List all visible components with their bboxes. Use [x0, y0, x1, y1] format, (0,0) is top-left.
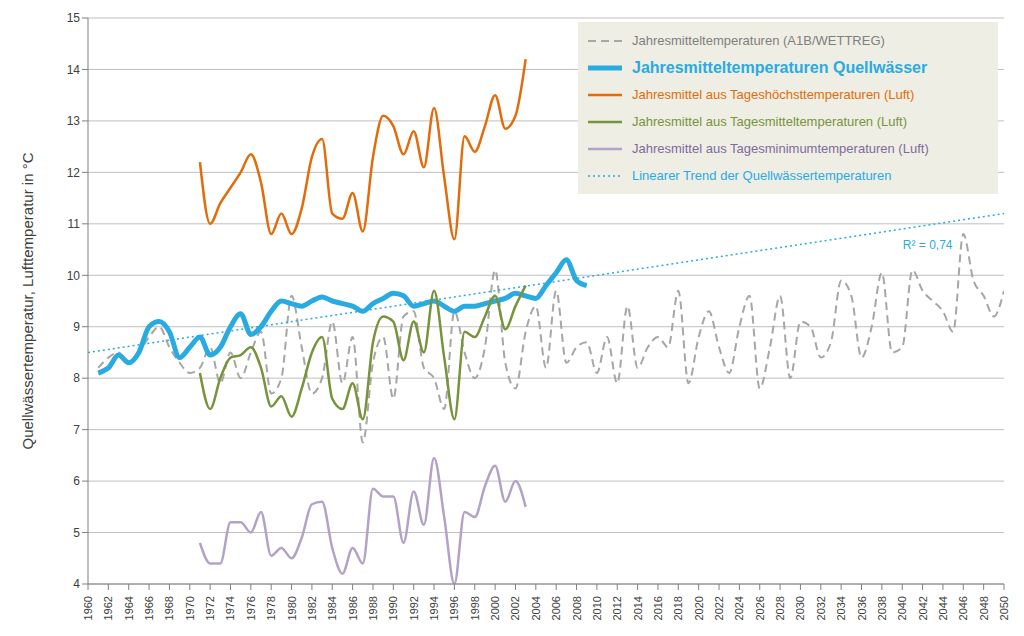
svg-text:2002: 2002 — [509, 596, 521, 620]
html-text:Jahresmittel aus Tagesminimumt: Jahresmittel aus Tagesminimumtemperature… — [632, 141, 929, 156]
svg-text:2050: 2050 — [998, 596, 1010, 620]
svg-text:1978: 1978 — [265, 596, 277, 620]
svg-text:15: 15 — [67, 11, 81, 25]
svg-text:2026: 2026 — [754, 596, 766, 620]
svg-text:1970: 1970 — [184, 596, 196, 620]
svg-text:1982: 1982 — [306, 596, 318, 620]
svg-text:7: 7 — [73, 423, 80, 437]
svg-text:1962: 1962 — [102, 596, 114, 620]
svg-text:1960: 1960 — [82, 596, 94, 620]
svg-text:1996: 1996 — [448, 596, 460, 620]
svg-text:2022: 2022 — [713, 596, 725, 620]
html-text:Jahresmitteltemperaturen (A1B/: Jahresmitteltemperaturen (A1B/WETTREG) — [632, 33, 885, 48]
svg-text:1992: 1992 — [408, 596, 420, 620]
svg-text:13: 13 — [67, 114, 81, 128]
svg-text:2042: 2042 — [917, 596, 929, 620]
svg-text:1976: 1976 — [245, 596, 257, 620]
svg-text:2004: 2004 — [530, 596, 542, 620]
svg-text:2038: 2038 — [876, 596, 888, 620]
svg-text:1994: 1994 — [428, 596, 440, 620]
svg-text:2028: 2028 — [774, 596, 786, 620]
svg-text:1968: 1968 — [163, 596, 175, 620]
svg-text:2046: 2046 — [957, 596, 969, 620]
svg-text:2040: 2040 — [896, 596, 908, 620]
svg-text:1974: 1974 — [224, 596, 236, 620]
svg-text:2032: 2032 — [815, 596, 827, 620]
svg-text:2044: 2044 — [937, 596, 949, 620]
svg-text:11: 11 — [68, 217, 81, 231]
svg-text:2030: 2030 — [794, 596, 806, 620]
svg-text:5: 5 — [73, 526, 80, 540]
svg-text:Quellwässertemperatur, Lufttem: Quellwässertemperatur, Lufttemperatur in… — [19, 152, 36, 449]
html-text:Jahresmittel aus Tagesmittelte: Jahresmittel aus Tagesmitteltemperaturen… — [632, 114, 908, 129]
html-text:Jahresmittel aus Tageshöchstte: Jahresmittel aus Tageshöchsttemperaturen… — [632, 87, 915, 102]
svg-text:2036: 2036 — [856, 596, 868, 620]
svg-text:1980: 1980 — [286, 596, 298, 620]
svg-text:2018: 2018 — [672, 596, 684, 620]
svg-text:2024: 2024 — [733, 596, 745, 620]
svg-text:1964: 1964 — [123, 596, 135, 620]
svg-text:2020: 2020 — [693, 596, 705, 620]
svg-text:1986: 1986 — [347, 596, 359, 620]
html-text:Linearer Trend der Quellwässer: Linearer Trend der Quellwässertemperatur… — [632, 168, 892, 183]
svg-text:2006: 2006 — [550, 596, 562, 620]
svg-text:6: 6 — [73, 474, 80, 488]
svg-text:1990: 1990 — [387, 596, 399, 620]
svg-text:2014: 2014 — [632, 596, 644, 620]
svg-text:9: 9 — [73, 320, 80, 334]
svg-text:2048: 2048 — [978, 596, 990, 620]
svg-text:4: 4 — [73, 577, 80, 591]
svg-text:1972: 1972 — [204, 596, 216, 620]
svg-text:2034: 2034 — [835, 596, 847, 620]
svg-text:10: 10 — [67, 269, 81, 283]
html-text:Jahresmitteltemperaturen Quell: Jahresmitteltemperaturen Quellwässer — [632, 58, 928, 76]
svg-text:1984: 1984 — [326, 596, 338, 620]
svg-text:2012: 2012 — [611, 596, 623, 620]
svg-text:1998: 1998 — [469, 596, 481, 620]
svg-text:2008: 2008 — [571, 596, 583, 620]
svg-text:2010: 2010 — [591, 596, 603, 620]
svg-text:R² = 0,74: R² = 0,74 — [903, 238, 953, 252]
svg-text:1988: 1988 — [367, 596, 379, 620]
svg-text:2016: 2016 — [652, 596, 664, 620]
svg-text:14: 14 — [67, 63, 81, 77]
svg-text:1966: 1966 — [143, 596, 155, 620]
svg-text:8: 8 — [73, 371, 80, 385]
svg-text:2000: 2000 — [489, 596, 501, 620]
svg-text:12: 12 — [67, 166, 81, 180]
